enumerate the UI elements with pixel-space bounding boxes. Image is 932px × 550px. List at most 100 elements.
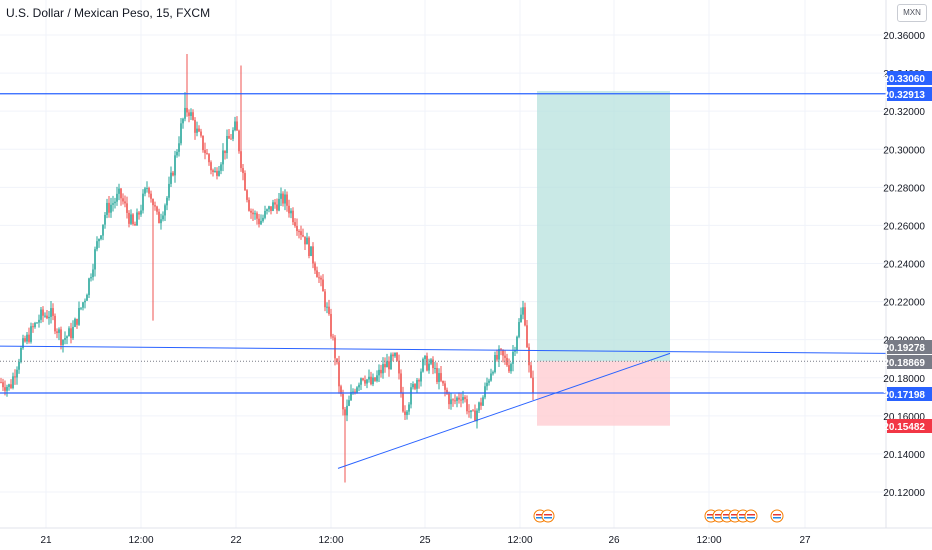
price-tick-label: 20.36000 [883,31,925,42]
us-flag-icon [773,517,781,519]
us-flag-icon[interactable] [541,509,555,523]
candle-body [290,210,292,214]
candle-body [502,349,504,356]
candle-body [444,383,446,390]
time-axis[interactable]: 21 12:00 22 12:00 25 12:00 26 12:00 27 [40,535,811,546]
candle-body [326,306,328,308]
candle-body [404,411,406,415]
candle-body [154,205,156,207]
candle-body [68,328,70,337]
candle-body [174,155,176,176]
candle-body [186,107,188,113]
candlestick-series [0,54,534,483]
candle-body [108,202,110,213]
candle-body [292,210,294,223]
candle-body [92,269,94,278]
us-flag-icon [773,514,781,516]
candle-body [82,302,84,308]
candle-body [140,210,142,215]
candle-body [424,355,426,360]
candle-body [324,291,326,308]
candle-body [396,352,398,361]
candle-body [198,128,200,132]
price-label: 20.17198 [883,390,925,401]
price-tick-label: 20.22000 [883,298,925,309]
candle-body [384,364,386,368]
us-flag-icon [731,514,739,516]
candle-body [282,193,284,204]
candle-body [320,277,322,280]
us-flag-icon [739,514,747,516]
candle-body [434,368,436,370]
candle-body [156,206,158,212]
profit-zone[interactable] [537,90,670,362]
candle-body [114,201,116,204]
candle-body [100,235,102,239]
candle-body [336,358,338,363]
candle-body [448,393,450,405]
candle-body [164,205,166,216]
currency-button[interactable]: MXN [897,4,927,22]
candle-body [210,162,212,171]
candle-body [50,308,52,317]
price-tick-label: 20.24000 [883,260,925,271]
candle-body [118,188,120,194]
candle-body [6,386,8,391]
candle-body [286,194,288,206]
candle-body [456,397,458,401]
candle-body [510,363,512,372]
us-flag-icon [715,517,723,519]
candle-body [96,241,98,250]
candle-body [402,392,404,412]
us-flag-icon [715,514,723,516]
candle-body [130,214,132,224]
candle-body [440,373,442,381]
us-flag-icon[interactable] [744,509,758,523]
candle-body [208,154,210,163]
candle-body [382,364,384,374]
candle-body [46,315,48,319]
candle-body [12,376,14,388]
price-label-box [887,71,932,85]
candle-body [44,315,46,317]
candle-body [144,188,146,194]
candle-body [180,123,182,144]
candle-body [348,400,350,406]
candle-body [532,377,534,394]
candle-body [0,382,2,384]
chart-grid [0,0,886,528]
candle-body [234,121,236,131]
candle-body [58,329,60,333]
candle-body [54,315,56,332]
candle-body [460,399,462,401]
candle-body [504,355,506,358]
price-label: 20.15482 [883,422,925,433]
candle-body [168,183,170,198]
candle-body [414,384,416,389]
us-flag-icon [536,517,544,519]
candle-body [446,389,448,394]
candle-body [436,368,438,382]
upper-trend-line[interactable] [0,345,887,354]
us-flag-icon[interactable] [770,509,784,523]
candle-body [242,168,244,174]
candle-body [516,336,518,351]
candle-body [522,307,524,315]
candle-body [64,338,66,340]
candle-body [494,355,496,373]
candle-body [204,150,206,154]
price-label-box [887,419,932,433]
candle-body [104,214,106,225]
candle-body [462,397,464,401]
candle-body [116,193,118,202]
price-label: 20.32913 [883,90,925,101]
time-tick-label: 25 [419,535,431,546]
rising-trend-line[interactable] [337,352,671,469]
candle-body [126,203,128,213]
candle-body [472,410,474,412]
candle-body [390,354,392,370]
candle-body [294,222,296,226]
candle-body [236,121,238,131]
candle-body [62,339,64,345]
